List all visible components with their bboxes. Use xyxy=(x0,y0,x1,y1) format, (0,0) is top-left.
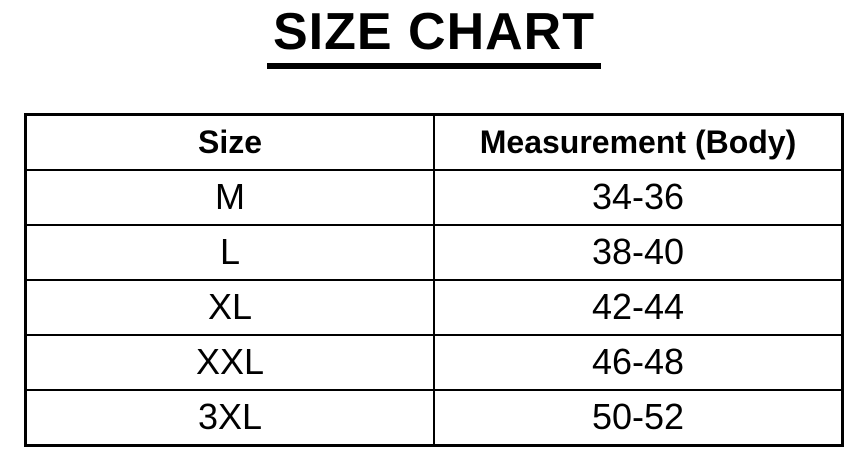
measurement-cell: 34-36 xyxy=(433,168,844,226)
table-row: 3XL 50-52 xyxy=(24,388,844,447)
measurement-cell: 42-44 xyxy=(433,278,844,336)
size-cell: M xyxy=(24,168,435,226)
size-cell: L xyxy=(24,223,435,281)
column-header-size: Size xyxy=(24,113,435,171)
measurement-cell: 46-48 xyxy=(433,333,844,391)
size-chart-table: Size Measurement (Body) M 34-36 L 38-40 … xyxy=(24,112,844,447)
size-cell: 3XL xyxy=(24,388,435,447)
page-title: SIZE CHART xyxy=(267,5,601,69)
table-header-row: Size Measurement (Body) xyxy=(24,113,844,171)
size-cell: XXL xyxy=(24,333,435,391)
measurement-cell: 50-52 xyxy=(433,388,844,447)
table-row: XL 42-44 xyxy=(24,278,844,336)
column-header-measurement: Measurement (Body) xyxy=(433,113,844,171)
measurement-cell: 38-40 xyxy=(433,223,844,281)
table-row: XXL 46-48 xyxy=(24,333,844,391)
page-title-container: SIZE CHART xyxy=(0,0,868,69)
table-row: L 38-40 xyxy=(24,223,844,281)
table-row: M 34-36 xyxy=(24,168,844,226)
size-cell: XL xyxy=(24,278,435,336)
